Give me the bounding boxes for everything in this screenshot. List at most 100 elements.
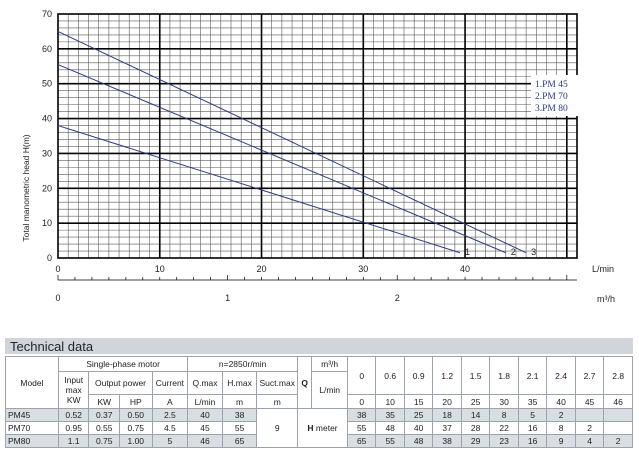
- head-cell: 55: [375, 434, 405, 448]
- x-axis-unit-label: L/min: [592, 264, 614, 274]
- flow-lmin-7: 40: [546, 394, 576, 409]
- head-cell: 29: [460, 434, 491, 448]
- head-cell: 35: [375, 408, 405, 422]
- input-header-line-3: KW: [66, 395, 81, 405]
- major-grid: [57, 13, 578, 259]
- hmax-cell: 38: [221, 408, 258, 422]
- axes: 0 10 20 30 40 50 60 70 0 10 20 30 40 0 1 2: [42, 9, 577, 303]
- y-tick-label: 20: [42, 183, 52, 193]
- hmax-cell: 65: [221, 434, 258, 448]
- y-axis-label: Total manometric head H(m): [21, 134, 31, 241]
- head-cell: 2: [574, 421, 605, 435]
- q-label: Q: [297, 356, 313, 409]
- head-cell: 14: [460, 408, 491, 422]
- flow-lmin-4: 25: [460, 394, 491, 409]
- minor-grid: [58, 14, 577, 258]
- flow-lmin-0: 0: [346, 394, 377, 409]
- y-tick-label: 0: [47, 253, 52, 263]
- flow-m3h-4: 1.5: [460, 356, 491, 395]
- head-cell: 23: [489, 434, 519, 448]
- hmax-cell: 55: [221, 421, 258, 435]
- h-meter-label-h: H: [307, 423, 314, 433]
- series-end-label-3: 3: [531, 247, 536, 257]
- x-tick-label: 20: [257, 264, 267, 274]
- legend-item-1: 1.PM 45: [535, 80, 568, 90]
- series-line-3: [57, 30, 527, 254]
- model-header: Model: [5, 356, 59, 409]
- lmin-label: L/min: [311, 371, 348, 409]
- flow-m3h-7: 2.4: [546, 356, 576, 395]
- head-cell: 48: [375, 421, 405, 435]
- flow-m3h-1: 0.6: [375, 356, 405, 395]
- pump-curve-chart: 0 10 20 30 40 50 60 70 0 10 20 30 40 0 1 2 1 2 3 1.PM 45 …: [21, 9, 615, 304]
- y-tick-label: 60: [42, 44, 52, 54]
- head-cell: 38: [432, 434, 462, 448]
- input-header: Input max KW: [57, 371, 90, 409]
- flow-lmin-3: 20: [432, 394, 462, 409]
- technical-data-header-bar: [5, 338, 633, 354]
- flow-lmin-9: 46: [603, 394, 633, 409]
- head-cell: 9: [546, 434, 576, 448]
- kw-cell: 0.55: [88, 421, 120, 435]
- h-meter-label: H meter: [297, 408, 348, 448]
- input-cell: 0.52: [57, 408, 90, 422]
- head-cell: 22: [489, 421, 519, 435]
- kw-cell: 0.37: [88, 408, 120, 422]
- flow-m3h-6: 2.1: [517, 356, 548, 395]
- flow-lmin-8: 45: [574, 394, 605, 409]
- hmax-header: H.max: [221, 371, 258, 395]
- input-header-line-2: max: [65, 385, 82, 395]
- x-tick-label: 10: [155, 264, 165, 274]
- qmax-cell: 46: [187, 434, 223, 448]
- head-cell: 8: [489, 408, 519, 422]
- y-tick-label: 40: [42, 114, 52, 124]
- suctmax-header: Suct.max: [256, 371, 299, 395]
- head-cell: 28: [460, 421, 491, 435]
- m-unit: m: [221, 394, 258, 409]
- current-cell: 2.5: [151, 408, 189, 422]
- input-cell: 0.95: [57, 421, 90, 435]
- h-meter-label-text: meter: [313, 423, 338, 433]
- a-unit: A: [151, 394, 189, 409]
- head-cell: [574, 408, 605, 422]
- speed-header: n=2850r/min: [187, 356, 299, 372]
- y-tick-label: 30: [42, 148, 52, 158]
- flow-lmin-1: 10: [375, 394, 405, 409]
- head-cell: 16: [517, 421, 548, 435]
- head-cell: 37: [432, 421, 462, 435]
- flow-m3h-9: 2.8: [603, 356, 633, 395]
- flow-m3h-0: 0: [346, 356, 377, 395]
- head-cell: 4: [574, 434, 605, 448]
- y-tick-label: 10: [42, 218, 52, 228]
- series-line-1: [57, 125, 461, 254]
- x-tick-label: 40: [460, 264, 470, 274]
- kw-unit: KW: [88, 394, 120, 409]
- x2-tick-label: 1: [225, 293, 230, 303]
- head-cell: 25: [403, 408, 434, 422]
- x-tick-label: 30: [358, 264, 368, 274]
- y-tick-label: 50: [42, 79, 52, 89]
- flow-m3h-2: 0.9: [403, 356, 434, 395]
- suction-cell: 9: [256, 408, 299, 448]
- series-line-2: [57, 64, 506, 254]
- hp-cell: 0.50: [118, 408, 153, 422]
- input-header-line-1: Input: [64, 375, 84, 385]
- hp-unit: HP: [118, 394, 153, 409]
- head-cell: 65: [346, 434, 377, 448]
- output-power-header: Output power: [88, 371, 153, 395]
- x-tick-label: 0: [55, 264, 60, 274]
- technical-data-table: Model Single-phase motor n=2850r/min Q m…: [5, 356, 633, 448]
- y-tick-label: 70: [42, 9, 52, 19]
- model-cell: PM45: [5, 408, 59, 422]
- hp-cell: 0.75: [118, 421, 153, 435]
- m3h-label: m³/h: [311, 356, 348, 372]
- series-end-label-1: 1: [465, 247, 470, 257]
- kw-cell: 0.75: [88, 434, 120, 448]
- model-cell: PM80: [5, 434, 59, 448]
- head-cell: 48: [403, 434, 434, 448]
- hp-cell: 1.00: [118, 434, 153, 448]
- series-end-label-2: 2: [511, 247, 516, 257]
- head-cell: 38: [346, 408, 377, 422]
- flow-lmin-6: 35: [517, 394, 548, 409]
- plot-frame: [57, 13, 578, 259]
